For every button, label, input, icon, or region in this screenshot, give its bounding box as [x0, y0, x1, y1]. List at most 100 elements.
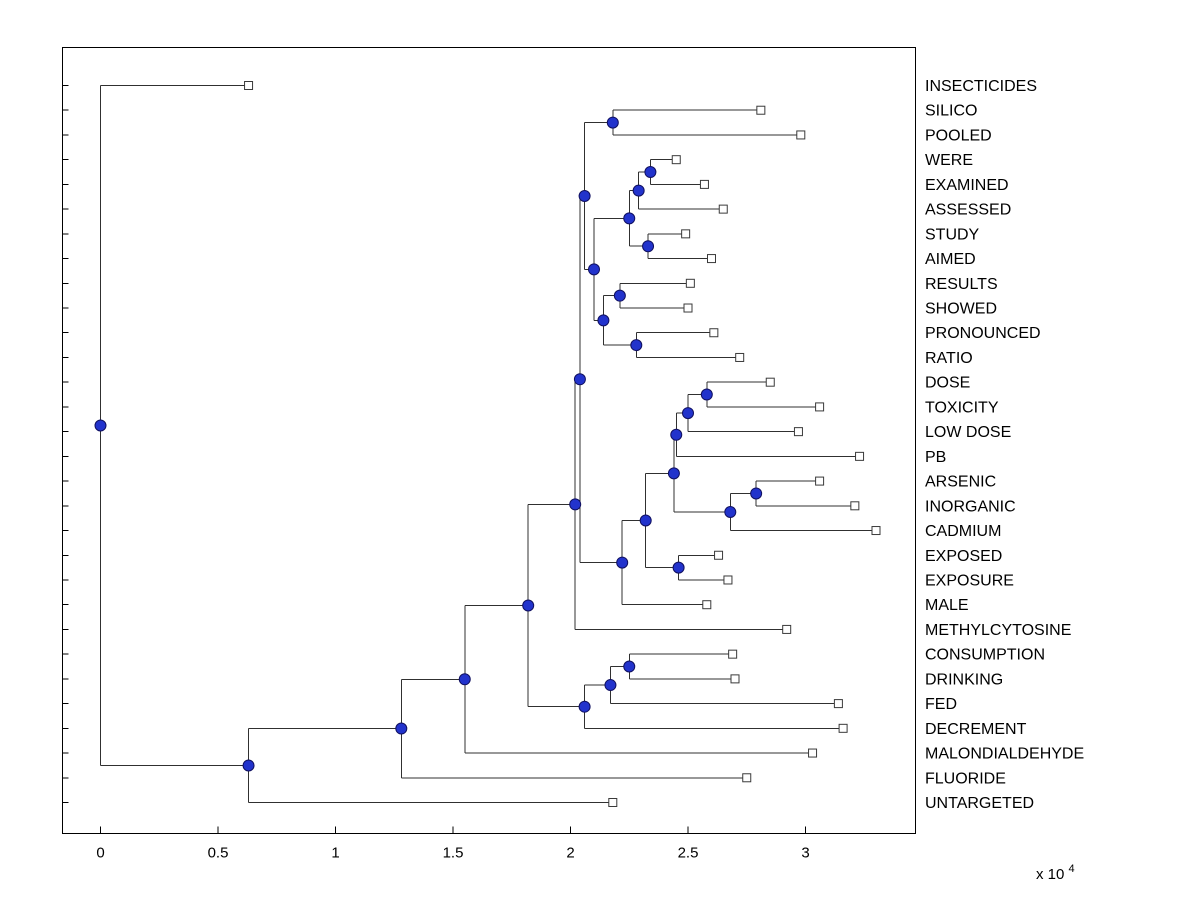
leaf-marker [685, 278, 695, 288]
leaf-label: INORGANIC [925, 498, 1016, 515]
node-dot [667, 467, 680, 480]
node-dot [588, 263, 600, 276]
node-dot [623, 660, 636, 673]
leaf-marker [833, 699, 843, 709]
node-dot [672, 561, 685, 574]
leaf-marker [838, 723, 848, 733]
leaf-label: INSECTICIDES [925, 78, 1037, 95]
leaf-label: RESULTS [925, 276, 998, 293]
node-dot [573, 373, 586, 386]
leaf-marker [718, 204, 728, 214]
node-dot [606, 116, 619, 129]
node-dot [670, 428, 683, 441]
leaf-label: SHOWED [925, 301, 997, 318]
node-dot [242, 759, 255, 772]
leaf-label: UNTARGETED [925, 795, 1034, 812]
leaf-marker [707, 254, 716, 264]
leaf-label: STUDY [925, 226, 980, 243]
plot-border [62, 47, 916, 834]
leaf-marker [850, 501, 860, 511]
leaf-label: CONSUMPTION [925, 647, 1045, 664]
leaf-marker [796, 130, 806, 140]
node-dot [644, 166, 657, 179]
node-dot [623, 212, 636, 225]
leaf-marker [723, 575, 733, 585]
node-dot [724, 505, 737, 518]
leaf-label: ARSENIC [925, 474, 996, 491]
node-dot [613, 289, 626, 302]
leaf-label: POOLED [925, 127, 992, 144]
x-tick-label: 2.5 [678, 845, 699, 862]
leaf-marker [608, 797, 618, 807]
node-dot [578, 189, 591, 202]
leaf-label: TOXICITY [925, 399, 999, 416]
leaf-label: EXPOSURE [925, 572, 1014, 589]
leaf-marker [808, 748, 818, 758]
x-tick-label: 0 [96, 845, 104, 862]
node-dot [597, 314, 610, 327]
leaf-marker [793, 427, 803, 437]
node-dot [569, 498, 582, 511]
leaf-label: EXAMINED [925, 177, 1009, 194]
x-tick-label: 1 [331, 845, 339, 862]
node-dot [682, 407, 694, 420]
leaf-label: PRONOUNCED [925, 325, 1041, 342]
node-dot [604, 679, 617, 692]
leaf-label: EXPOSED [925, 548, 1002, 565]
leaf-marker [244, 81, 254, 90]
leaf-label: DRINKING [925, 671, 1003, 688]
leaf-label: FLUORIDE [925, 770, 1006, 787]
leaf-label: ASSESSED [925, 202, 1011, 219]
leaf-label: METHYLCYTOSINE [925, 622, 1071, 639]
axis-multiplier-label: x 10 4 [1036, 863, 1075, 883]
leaf-marker [702, 600, 712, 610]
leaf-marker [730, 674, 740, 684]
node-dot [700, 388, 713, 401]
leaf-label: FED [925, 696, 957, 713]
leaf-marker [681, 229, 691, 239]
node-dot [639, 514, 652, 527]
leaf-label: DECREMENT [925, 721, 1027, 738]
node-dot [750, 487, 763, 500]
leaf-marker [709, 328, 719, 338]
x-tick-label: 2 [566, 845, 574, 862]
leaf-marker [742, 773, 752, 783]
leaf-label: AIMED [925, 251, 976, 268]
x-tick-label: 0.5 [208, 845, 229, 862]
leaf-label: PB [925, 449, 946, 466]
leaf-marker [671, 155, 681, 165]
leaf-label: SILICO [925, 103, 977, 120]
leaf-label: DOSE [925, 375, 970, 392]
leaf-marker [756, 105, 766, 115]
leaf-marker [871, 526, 881, 536]
leaf-label: MALONDIALDEHYDE [925, 746, 1084, 763]
node-dot [578, 700, 591, 713]
leaf-marker [735, 352, 745, 362]
leaf-marker [765, 377, 775, 387]
leaf-label: CADMIUM [925, 523, 1001, 540]
leaf-label: MALE [925, 597, 969, 614]
leaf-label: LOW DOSE [925, 424, 1011, 441]
leaf-label: WERE [925, 152, 973, 169]
node-dot [395, 722, 408, 735]
leaf-marker [728, 649, 738, 659]
node-dot [616, 556, 629, 569]
node-dot [630, 339, 643, 352]
node-dot [458, 673, 471, 686]
leaf-marker [855, 451, 865, 461]
node-dot [632, 184, 645, 197]
leaf-marker [683, 303, 693, 313]
x-tick-label: 3 [801, 845, 809, 862]
leaf-marker [782, 624, 792, 634]
node-dot [94, 419, 107, 432]
leaf-marker [815, 476, 825, 486]
leaf-marker [714, 550, 724, 560]
node-dot [522, 599, 535, 612]
leaf-marker [815, 402, 825, 412]
leaf-marker [699, 179, 709, 189]
node-dot [642, 240, 655, 253]
leaf-label: RATIO [925, 350, 973, 367]
x-tick-label: 1.5 [443, 845, 464, 862]
